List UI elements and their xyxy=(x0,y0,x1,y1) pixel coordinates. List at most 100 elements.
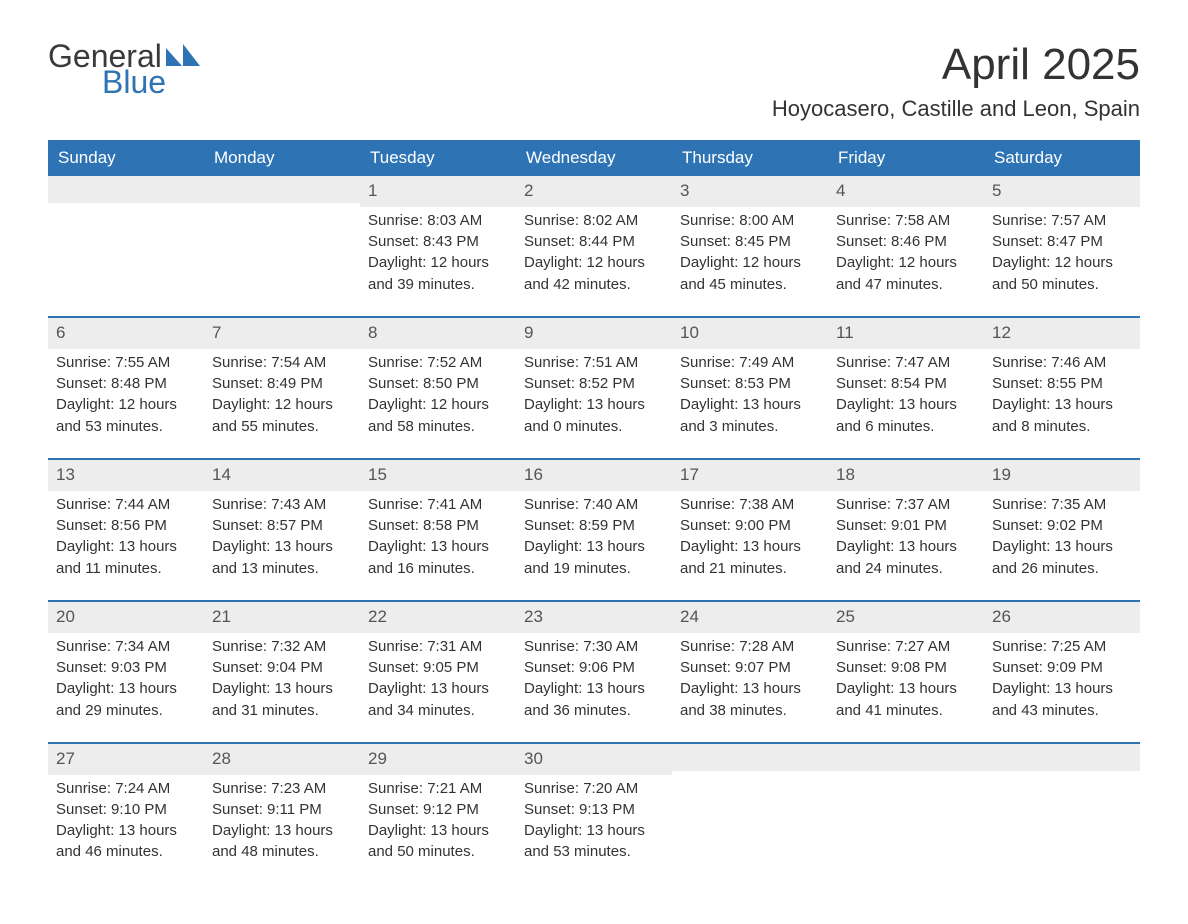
day-sunset: Sunset: 9:10 PM xyxy=(56,800,198,820)
day-cell: 6Sunrise: 7:55 AMSunset: 8:48 PMDaylight… xyxy=(48,318,204,444)
day-details: Sunrise: 7:28 AMSunset: 9:07 PMDaylight:… xyxy=(680,637,822,721)
dow-saturday: Saturday xyxy=(984,140,1140,176)
day-number: 14 xyxy=(204,460,360,491)
day-cell: 12 Sunrise: 7:46 AMSunset: 8:55 PMDayligh… xyxy=(984,318,1140,444)
day-sunrise: Sunrise: 7:52 AM xyxy=(368,353,510,373)
day-d2: and 8 minutes. xyxy=(992,417,1134,437)
day-sunset: Sunset: 9:03 PM xyxy=(56,658,198,678)
day-number: 30 xyxy=(516,744,672,775)
day-sunset: Sunset: 9:07 PM xyxy=(680,658,822,678)
day-d1: Daylight: 13 hours xyxy=(368,821,510,841)
day-sunrise: Sunrise: 7:20 AM xyxy=(524,779,666,799)
day-details: Sunrise: 7:38 AMSunset: 9:00 PMDaylight:… xyxy=(680,495,822,579)
day-sunset: Sunset: 8:58 PM xyxy=(368,516,510,536)
day-number: 7 xyxy=(204,318,360,349)
day-details: Sunrise: 7:20 AMSunset: 9:13 PMDaylight:… xyxy=(524,779,666,863)
day-d1: Daylight: 13 hours xyxy=(680,537,822,557)
day-sunrise: Sunrise: 7:44 AM xyxy=(56,495,198,515)
day-details: Sunrise: 7:21 AMSunset: 9:12 PMDaylight:… xyxy=(368,779,510,863)
day-number: 25 xyxy=(828,602,984,633)
day-d1: Daylight: 13 hours xyxy=(680,395,822,415)
day-cell: 29Sunrise: 7:21 AMSunset: 9:12 PMDayligh… xyxy=(360,744,516,870)
day-d1: Daylight: 12 hours xyxy=(368,395,510,415)
day-sunrise: Sunrise: 7:49 AM xyxy=(680,353,822,373)
day-number: 1 xyxy=(360,176,516,207)
day-d1: Daylight: 13 hours xyxy=(212,679,354,699)
day-sunrise: Sunrise: 8:00 AM xyxy=(680,211,822,231)
day-sunrise: Sunrise: 8:02 AM xyxy=(524,211,666,231)
day-cell: 14Sunrise: 7:43 AMSunset: 8:57 PMDayligh… xyxy=(204,460,360,586)
day-cell: 25Sunrise: 7:27 AMSunset: 9:08 PMDayligh… xyxy=(828,602,984,728)
day-d1: Daylight: 12 hours xyxy=(56,395,198,415)
day-number: 6 xyxy=(48,318,204,349)
day-number xyxy=(204,176,360,203)
day-details: Sunrise: 7:34 AMSunset: 9:03 PMDaylight:… xyxy=(56,637,198,721)
day-d2: and 39 minutes. xyxy=(368,275,510,295)
day-details: Sunrise: 7:31 AMSunset: 9:05 PMDaylight:… xyxy=(368,637,510,721)
day-d2: and 47 minutes. xyxy=(836,275,978,295)
day-number: 24 xyxy=(672,602,828,633)
day-details: Sunrise: 7:35 AMSunset: 9:02 PMDaylight:… xyxy=(992,495,1134,579)
day-d2: and 11 minutes. xyxy=(56,559,198,579)
day-cell xyxy=(48,176,204,302)
day-cell: 19Sunrise: 7:35 AMSunset: 9:02 PMDayligh… xyxy=(984,460,1140,586)
day-d2: and 19 minutes. xyxy=(524,559,666,579)
week-row: 13Sunrise: 7:44 AMSunset: 8:56 PMDayligh… xyxy=(48,458,1140,600)
day-d2: and 50 minutes. xyxy=(992,275,1134,295)
dow-thursday: Thursday xyxy=(672,140,828,176)
day-d1: Daylight: 13 hours xyxy=(992,537,1134,557)
day-details: Sunrise: 8:02 AMSunset: 8:44 PMDaylight:… xyxy=(524,211,666,295)
day-d1: Daylight: 12 hours xyxy=(992,253,1134,273)
day-details: Sunrise: 7:41 AMSunset: 8:58 PMDaylight:… xyxy=(368,495,510,579)
day-number: 22 xyxy=(360,602,516,633)
day-number: 12 xyxy=(984,318,1140,349)
day-cell: 21Sunrise: 7:32 AMSunset: 9:04 PMDayligh… xyxy=(204,602,360,728)
day-sunrise: Sunrise: 7:46 AM xyxy=(992,353,1134,373)
day-number: 13 xyxy=(48,460,204,491)
day-cell: 11Sunrise: 7:47 AMSunset: 8:54 PMDayligh… xyxy=(828,318,984,444)
day-sunrise: Sunrise: 7:27 AM xyxy=(836,637,978,657)
day-cell: 23Sunrise: 7:30 AMSunset: 9:06 PMDayligh… xyxy=(516,602,672,728)
day-sunset: Sunset: 8:56 PM xyxy=(56,516,198,536)
day-d1: Daylight: 13 hours xyxy=(368,537,510,557)
day-cell: 26Sunrise: 7:25 AMSunset: 9:09 PMDayligh… xyxy=(984,602,1140,728)
day-d1: Daylight: 13 hours xyxy=(212,821,354,841)
day-cell: 4Sunrise: 7:58 AMSunset: 8:46 PMDaylight… xyxy=(828,176,984,302)
day-sunset: Sunset: 9:04 PM xyxy=(212,658,354,678)
day-number xyxy=(828,744,984,771)
day-sunset: Sunset: 9:06 PM xyxy=(524,658,666,678)
dow-friday: Friday xyxy=(828,140,984,176)
month-title: April 2025 xyxy=(772,40,1140,90)
day-details: Sunrise: 7:49 AMSunset: 8:53 PMDaylight:… xyxy=(680,353,822,437)
day-sunrise: Sunrise: 7:55 AM xyxy=(56,353,198,373)
day-sunrise: Sunrise: 7:37 AM xyxy=(836,495,978,515)
weeks-container: 1Sunrise: 8:03 AMSunset: 8:43 PMDaylight… xyxy=(48,176,1140,884)
day-details: Sunrise: 7:57 AMSunset: 8:47 PMDaylight:… xyxy=(992,211,1134,295)
day-cell: 28Sunrise: 7:23 AMSunset: 9:11 PMDayligh… xyxy=(204,744,360,870)
day-d2: and 55 minutes. xyxy=(212,417,354,437)
day-number: 9 xyxy=(516,318,672,349)
calendar: Sunday Monday Tuesday Wednesday Thursday… xyxy=(48,140,1140,884)
day-d2: and 43 minutes. xyxy=(992,701,1134,721)
dow-wednesday: Wednesday xyxy=(516,140,672,176)
day-d1: Daylight: 13 hours xyxy=(56,679,198,699)
day-details: Sunrise: 7:37 AMSunset: 9:01 PMDaylight:… xyxy=(836,495,978,579)
day-cell: 7Sunrise: 7:54 AMSunset: 8:49 PMDaylight… xyxy=(204,318,360,444)
brand-logo: General Blue xyxy=(48,40,200,98)
day-d1: Daylight: 13 hours xyxy=(524,821,666,841)
day-sunrise: Sunrise: 7:54 AM xyxy=(212,353,354,373)
day-details: Sunrise: 7:25 AMSunset: 9:09 PMDaylight:… xyxy=(992,637,1134,721)
day-d1: Daylight: 13 hours xyxy=(212,537,354,557)
day-details: Sunrise: 7:58 AMSunset: 8:46 PMDaylight:… xyxy=(836,211,978,295)
day-cell: 24 Sunrise: 7:28 AMSunset: 9:07 PMDayligh… xyxy=(672,602,828,728)
day-cell: 22 Sunrise: 7:31 AMSunset: 9:05 PMDayligh… xyxy=(360,602,516,728)
day-d1: Daylight: 13 hours xyxy=(992,395,1134,415)
day-sunrise: Sunrise: 7:21 AM xyxy=(368,779,510,799)
day-details: Sunrise: 7:44 AMSunset: 8:56 PMDaylight:… xyxy=(56,495,198,579)
day-d1: Daylight: 13 hours xyxy=(992,679,1134,699)
day-number: 17 xyxy=(672,460,828,491)
day-details: Sunrise: 7:46 AMSunset: 8:55 PMDaylight:… xyxy=(992,353,1134,437)
day-sunset: Sunset: 8:46 PM xyxy=(836,232,978,252)
day-cell: 3Sunrise: 8:00 AMSunset: 8:45 PMDaylight… xyxy=(672,176,828,302)
day-d2: and 45 minutes. xyxy=(680,275,822,295)
